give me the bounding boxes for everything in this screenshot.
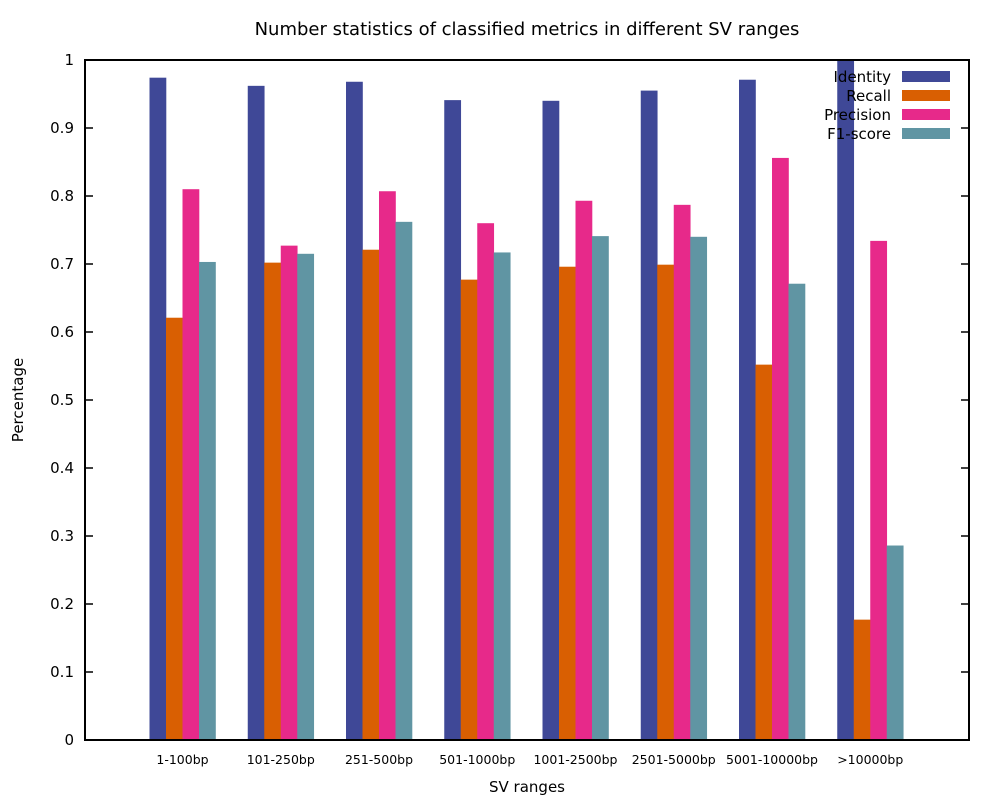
bar-recall-2	[362, 249, 380, 740]
legend-label: Identity	[834, 68, 892, 86]
bar-f1-score-1	[297, 253, 315, 741]
y-tick-label: 0	[64, 731, 74, 749]
bar-identity-6	[739, 79, 756, 741]
legend-label: Recall	[846, 87, 891, 105]
plot-frame	[84, 59, 970, 741]
bar-recall-3	[460, 279, 478, 740]
bar-f1-score-6	[788, 283, 806, 740]
y-tick-label: 1	[64, 51, 74, 69]
bar-identity-5	[640, 90, 658, 741]
x-tick-label: >10000bp	[837, 752, 903, 767]
y-tick-label: 0.6	[50, 323, 74, 341]
bar-identity-0	[149, 77, 167, 741]
bar-precision-1	[280, 245, 298, 740]
bars-layer	[149, 60, 904, 741]
bar-f1-score-4	[592, 236, 609, 740]
ticks-layer: 0 0.1 0.2 0.3 0.4 0.5 0.6 0.7 0.8 0.9 1 1-100bp 101-…	[50, 51, 969, 767]
legend-label: Precision	[824, 106, 891, 124]
y-axis-label: Percentage	[9, 358, 27, 442]
bar-precision-4	[575, 200, 593, 740]
bar-identity-1	[247, 85, 265, 741]
bar-f1-score-2	[395, 221, 413, 741]
bar-identity-2	[346, 81, 363, 740]
x-tick-label: 2501-5000bp	[632, 752, 716, 767]
legend-swatch-identity	[902, 71, 950, 82]
chart-title: Number statistics of classified metrics …	[255, 19, 800, 40]
legend-swatch-recall	[902, 90, 950, 101]
legend-swatch-f1-score	[902, 128, 950, 139]
bar-identity-7	[837, 60, 855, 740]
y-tick-label: 0.3	[50, 527, 74, 545]
bar-recall-1	[264, 262, 282, 740]
bar-f1-score-7	[886, 545, 904, 740]
y-tick-label: 0.5	[50, 391, 74, 409]
bar-precision-0	[182, 189, 200, 740]
bar-identity-4	[542, 100, 560, 741]
x-tick-label: 501-1000bp	[439, 752, 515, 767]
legend-swatch-precision	[902, 109, 950, 120]
x-tick-label: 251-500bp	[345, 752, 413, 767]
legend-label: F1-score	[827, 125, 891, 143]
bar-f1-score-3	[493, 252, 511, 740]
bar-precision-2	[379, 191, 396, 741]
bar-f1-score-5	[690, 236, 708, 741]
bar-recall-5	[657, 264, 675, 740]
bar-identity-3	[444, 100, 462, 741]
bar-recall-7	[853, 619, 871, 740]
bar-recall-4	[559, 266, 576, 740]
bar-precision-7	[870, 240, 888, 740]
bar-recall-6	[755, 364, 773, 740]
bar-precision-3	[477, 223, 495, 740]
y-tick-label: 0.2	[50, 595, 74, 613]
y-tick-label: 0.4	[50, 459, 74, 477]
x-tick-label: 5001-10000bp	[726, 752, 818, 767]
y-tick-label: 0.7	[50, 255, 74, 273]
bar-f1-score-0	[199, 261, 216, 740]
x-tick-label: 1-100bp	[156, 752, 208, 767]
bar-recall-0	[166, 317, 183, 740]
y-tick-label: 0.1	[50, 663, 74, 681]
y-tick-label: 0.8	[50, 187, 74, 205]
bar-precision-5	[673, 204, 691, 741]
y-tick-label: 0.9	[50, 119, 74, 137]
x-tick-label: 1001-2500bp	[533, 752, 617, 767]
x-tick-label: 101-250bp	[247, 752, 315, 767]
bar-precision-6	[772, 157, 789, 741]
x-axis-label: SV ranges	[489, 778, 565, 796]
